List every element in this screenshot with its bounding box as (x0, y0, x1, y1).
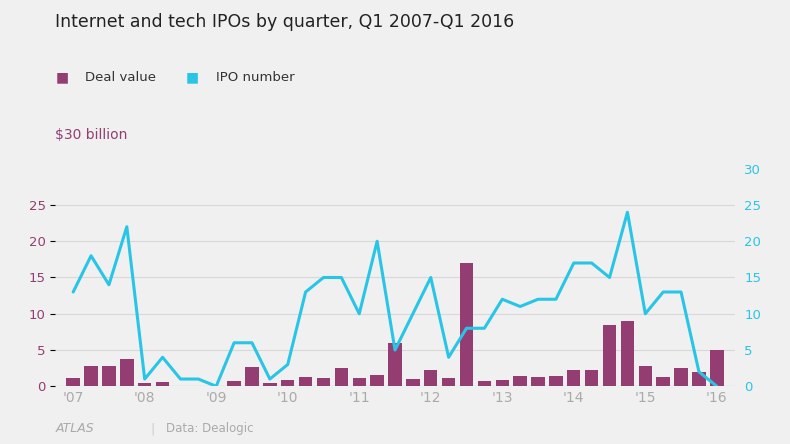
Text: Deal value: Deal value (85, 71, 156, 84)
Bar (209, 385, 223, 386)
Text: $30 billion: $30 billion (55, 128, 128, 142)
Bar (532, 377, 545, 386)
Bar (138, 383, 152, 386)
Bar (85, 366, 98, 386)
Bar (442, 377, 455, 386)
Bar (495, 381, 509, 386)
Bar (335, 368, 348, 386)
Bar (710, 350, 724, 386)
Text: IPO number: IPO number (216, 71, 295, 84)
Bar (245, 368, 258, 386)
Bar (281, 381, 295, 386)
Bar (621, 321, 634, 386)
Bar (514, 376, 527, 386)
Bar (567, 370, 581, 386)
Bar (585, 370, 598, 386)
Text: Data: Dealogic: Data: Dealogic (166, 422, 254, 435)
Bar (692, 372, 705, 386)
Bar (192, 385, 205, 386)
Bar (156, 382, 169, 386)
Bar (120, 360, 134, 386)
Bar (317, 378, 330, 386)
Bar (549, 376, 562, 386)
Bar (656, 377, 670, 386)
Bar (675, 368, 688, 386)
Bar (424, 369, 438, 386)
Bar (603, 325, 616, 386)
Bar (102, 366, 115, 386)
Bar (66, 377, 80, 386)
Bar (406, 379, 419, 386)
Bar (460, 263, 473, 386)
Text: ■: ■ (186, 71, 199, 85)
Bar (228, 381, 241, 386)
Text: Internet and tech IPOs by quarter, Q1 2007-Q1 2016: Internet and tech IPOs by quarter, Q1 20… (55, 13, 514, 32)
Text: ATLAS: ATLAS (55, 422, 94, 435)
Bar (389, 343, 401, 386)
Bar (299, 377, 312, 386)
Bar (174, 385, 187, 386)
Bar (478, 381, 491, 386)
Bar (371, 376, 384, 386)
Bar (263, 383, 276, 386)
Bar (352, 377, 366, 386)
Text: |: | (150, 422, 154, 435)
Bar (638, 366, 652, 386)
Text: ■: ■ (55, 71, 69, 85)
